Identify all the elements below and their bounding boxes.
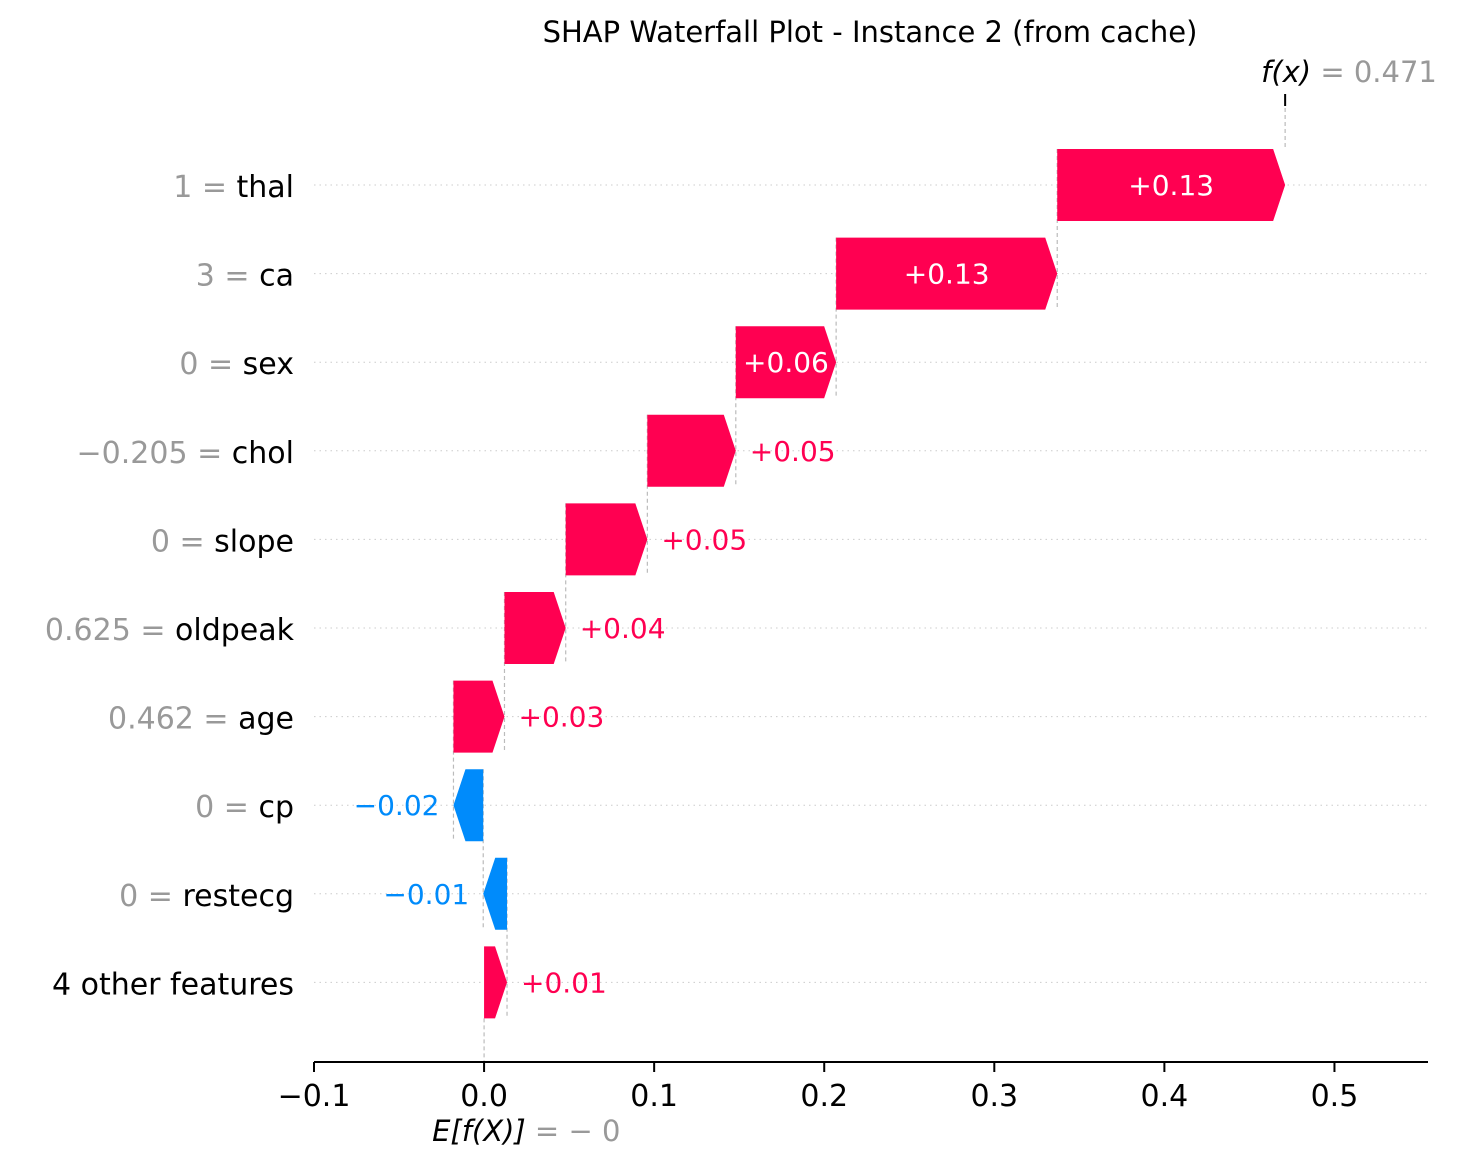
shap-value-label: −0.02 — [354, 789, 440, 822]
feature-label: 0 = sex — [179, 347, 294, 382]
feature-value: 3 — [196, 259, 215, 294]
x-tick-label: 0.4 — [1141, 1079, 1189, 1114]
feature-label: 1 = thal — [173, 170, 294, 205]
fx-annotation: f(x) = 0.471 — [1261, 55, 1437, 89]
feature-name: ca — [259, 259, 294, 294]
feature-value: 0 — [179, 347, 198, 382]
x-tick-label: 0.1 — [630, 1079, 678, 1114]
feature-value: 0.462 — [108, 702, 194, 737]
shap-bar-positive — [565, 503, 648, 576]
feature-label: 0 = slope — [151, 524, 294, 559]
shap-bar-positive — [504, 592, 566, 664]
feature-value: 0 — [195, 790, 214, 825]
shap-value-label: +0.01 — [521, 966, 607, 999]
chart-title: SHAP Waterfall Plot - Instance 2 (from c… — [543, 15, 1198, 49]
feature-name: restecg — [182, 879, 294, 914]
shap-value-label: +0.03 — [518, 701, 604, 734]
feature-value: 0 — [151, 524, 170, 559]
feature-label: 0 = restecg — [119, 879, 294, 914]
expected-value-label: E[f(X)] — [432, 1114, 526, 1148]
feature-value: 1 — [173, 170, 192, 205]
fx-value: = 0.471 — [1311, 55, 1437, 89]
feature-name: chol — [232, 436, 294, 471]
shap-bar-negative — [483, 857, 508, 930]
shap-value-label: +0.05 — [661, 523, 747, 556]
x-tick-label: 0.5 — [1311, 1079, 1359, 1114]
x-tick-label: 0.3 — [970, 1079, 1018, 1114]
shap-bar-negative — [453, 769, 484, 842]
x-tick-label: 0.2 — [800, 1079, 848, 1114]
feature-value: 0.625 — [45, 613, 131, 648]
shap-value-label: +0.13 — [904, 258, 990, 291]
shap-value-label: +0.13 — [1128, 169, 1214, 202]
feature-name: sex — [243, 347, 294, 382]
feature-name: cp — [258, 790, 294, 825]
x-tick-label: 0.0 — [460, 1079, 508, 1114]
feature-name: 4 other features — [52, 967, 294, 1002]
shap-value-label: +0.05 — [750, 435, 836, 468]
feature-label: 3 = ca — [196, 259, 294, 294]
expected-value: = − 0 — [526, 1114, 621, 1148]
feature-name: thal — [237, 170, 295, 205]
x-tick-label: −0.1 — [278, 1079, 351, 1114]
feature-label: 0 = cp — [195, 790, 294, 825]
feature-label: 0.462 = age — [108, 702, 294, 737]
fx-label: f(x) — [1261, 55, 1311, 89]
expected-value-annotation: E[f(X)] = − 0 — [432, 1114, 620, 1148]
feature-name: slope — [214, 524, 294, 559]
feature-value: 0 — [119, 879, 138, 914]
feature-value: −0.205 — [77, 436, 188, 471]
shap-bar-positive — [1057, 149, 1286, 221]
feature-label: 4 other features — [52, 967, 294, 1002]
shap-bar-positive — [836, 237, 1058, 310]
shap-bar-positive — [735, 326, 837, 399]
shap-bar-positive — [647, 414, 736, 487]
feature-label: −0.205 = chol — [77, 436, 294, 471]
feature-name: age — [238, 702, 294, 737]
shap-value-label: +0.04 — [580, 612, 666, 645]
feature-label: 0.625 = oldpeak — [45, 613, 295, 648]
shap-bar-positive — [453, 680, 505, 753]
shap-bar-positive — [484, 946, 508, 1019]
shap-value-label: +0.06 — [743, 346, 829, 379]
shap-value-label: −0.01 — [383, 878, 469, 911]
feature-name: oldpeak — [175, 613, 295, 648]
